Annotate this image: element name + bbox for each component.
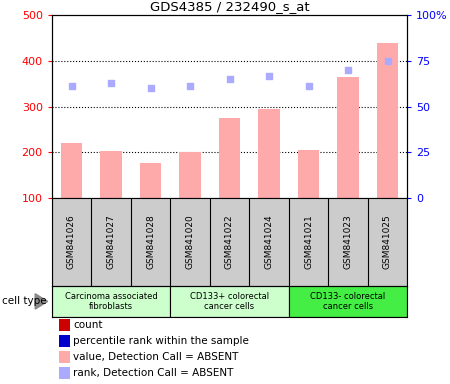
Text: count: count [73, 320, 103, 330]
Text: CD133- colorectal
cancer cells: CD133- colorectal cancer cells [310, 292, 386, 311]
Text: GSM841026: GSM841026 [67, 215, 76, 269]
Bar [100, 151, 122, 198]
Point [108, 80, 115, 86]
Bar [140, 163, 162, 198]
Point [186, 83, 194, 89]
Text: rank, Detection Call = ABSENT: rank, Detection Call = ABSENT [73, 368, 234, 378]
Text: GSM841024: GSM841024 [265, 215, 274, 269]
Bar [52, 286, 170, 317]
Bar [179, 152, 201, 198]
Point [68, 83, 75, 89]
Text: GSM841023: GSM841023 [343, 215, 352, 269]
Text: value, Detection Call = ABSENT: value, Detection Call = ABSENT [73, 352, 238, 362]
Title: GDS4385 / 232490_s_at: GDS4385 / 232490_s_at [150, 0, 309, 13]
Bar [289, 286, 407, 317]
Point [384, 58, 391, 64]
Point [344, 67, 351, 73]
Bar [258, 109, 280, 198]
Bar [59, 367, 70, 379]
Bar [61, 143, 82, 198]
Bar [219, 118, 240, 198]
Bar [297, 151, 319, 198]
Polygon shape [35, 294, 48, 309]
Point [305, 83, 312, 89]
Text: GSM841028: GSM841028 [146, 215, 155, 269]
Text: GSM841027: GSM841027 [107, 215, 116, 269]
Text: Carcinoma associated
fibroblasts: Carcinoma associated fibroblasts [65, 292, 158, 311]
Text: GSM841021: GSM841021 [304, 215, 313, 269]
Bar [377, 43, 398, 198]
Point [226, 76, 233, 82]
Bar [59, 335, 70, 347]
Bar [337, 77, 359, 198]
Text: GSM841025: GSM841025 [383, 215, 392, 269]
Text: cell type: cell type [2, 296, 47, 306]
Point [147, 85, 154, 91]
Bar [170, 286, 289, 317]
Text: CD133+ colorectal
cancer cells: CD133+ colorectal cancer cells [190, 292, 269, 311]
Text: GSM841020: GSM841020 [185, 215, 194, 269]
Point [266, 73, 273, 79]
Bar [59, 351, 70, 363]
Bar [59, 319, 70, 331]
Text: percentile rank within the sample: percentile rank within the sample [73, 336, 249, 346]
Text: GSM841022: GSM841022 [225, 215, 234, 269]
